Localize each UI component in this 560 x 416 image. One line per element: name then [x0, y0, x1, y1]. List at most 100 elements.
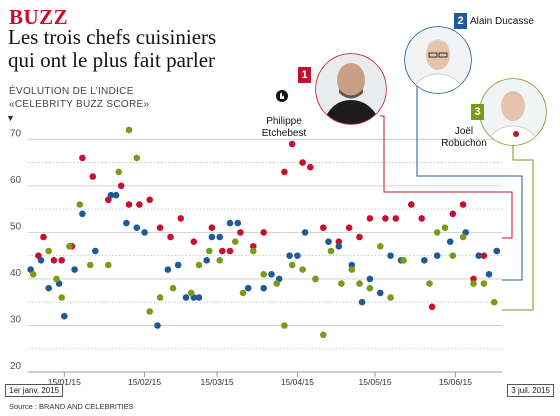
data-point: [418, 215, 426, 222]
data-point: [250, 243, 257, 250]
data-point: [58, 294, 65, 301]
data-point: [79, 154, 86, 162]
data-point: [433, 252, 441, 259]
data-point: [182, 294, 190, 301]
data-point: [208, 233, 216, 241]
y-tick-label: 50: [10, 221, 22, 232]
data-point: [50, 257, 58, 264]
data-point: [79, 210, 86, 218]
y-axis-ticks: 20 30 40 50 60 70: [10, 128, 22, 372]
data-point: [475, 252, 483, 259]
data-point: [141, 229, 148, 236]
data-point: [433, 229, 441, 236]
page-title: Les trois chefs cuisiniers qui ont le pl…: [8, 26, 308, 72]
data-point: [76, 201, 84, 208]
data-point: [216, 233, 223, 241]
data-point: [301, 229, 309, 236]
data-point: [490, 298, 498, 306]
data-point: [45, 247, 52, 255]
data-point: [156, 294, 164, 301]
rank-badge-2: 2: [454, 13, 467, 29]
data-point: [92, 247, 99, 255]
data-point: [449, 252, 457, 259]
chef-name-line: Philippe: [266, 116, 302, 127]
data-point: [167, 233, 174, 241]
subtitle-line-1: Évolution de l’indice: [9, 86, 134, 97]
data-point: [400, 257, 407, 264]
data-point: [29, 271, 37, 278]
data-point: [190, 238, 198, 245]
x-tick-label: 15/06/15: [439, 377, 472, 387]
data-point: [470, 275, 477, 283]
data-point: [133, 154, 141, 162]
x-tick-label: 15/02/15: [128, 377, 161, 387]
data-point: [125, 126, 133, 134]
data-point: [320, 331, 327, 339]
portrait-robuchon: [479, 78, 547, 146]
data-point: [335, 243, 343, 250]
chef-name-line: Robuchon: [441, 138, 487, 149]
data-point: [421, 257, 428, 264]
data-point: [107, 191, 115, 199]
data-point: [86, 261, 94, 269]
data-point: [348, 266, 356, 273]
data-point: [392, 215, 400, 222]
y-tick-label: 70: [10, 128, 22, 139]
data-point: [446, 238, 454, 245]
title-line-2: qui ont le plus fait parler: [8, 48, 216, 72]
data-point: [146, 196, 153, 204]
data-point: [206, 247, 213, 255]
chef-name-ducasse: Alain Ducasse: [470, 16, 550, 28]
data-point: [164, 266, 172, 273]
data-point: [250, 247, 257, 255]
data-point: [288, 261, 296, 269]
data-point: [294, 252, 301, 259]
data-point: [335, 238, 343, 245]
data-point: [366, 215, 374, 222]
data-point: [281, 322, 288, 329]
data-point: [325, 238, 332, 245]
connector-etchebest: [380, 115, 513, 239]
source-note: Source : BRAND AND CELEBRITIES: [9, 402, 134, 411]
data-point: [377, 243, 384, 250]
y-tick-label: 60: [10, 175, 22, 186]
x-tick-label: 15/05/15: [359, 377, 392, 387]
data-point: [89, 173, 97, 180]
x-tick-label: 15/04/15: [281, 377, 314, 387]
data-point: [203, 257, 210, 264]
data-point: [377, 289, 384, 297]
data-point: [58, 257, 65, 264]
data-point: [117, 182, 125, 190]
data-points: [27, 126, 501, 339]
data-point: [260, 229, 268, 236]
data-point: [237, 229, 244, 236]
data-point: [480, 280, 488, 287]
connector-robuchon: [502, 145, 534, 311]
data-point: [133, 224, 141, 231]
data-point: [260, 271, 268, 278]
x-axis-ticks: 15/01/15 15/02/15 15/03/15 15/04/15 15/05/15…: [28, 371, 502, 387]
data-point: [366, 275, 374, 283]
data-point: [358, 298, 366, 306]
data-point: [234, 219, 242, 227]
x-tick-label: 15/01/15: [48, 377, 81, 387]
data-point: [480, 252, 488, 259]
data-point: [105, 261, 112, 269]
data-point: [281, 168, 288, 176]
chef-connectors: [380, 80, 534, 311]
start-date-label: 1er janv. 2015: [5, 384, 64, 397]
data-point: [408, 201, 415, 208]
data-point: [195, 294, 203, 301]
kicker: BUZZ: [9, 5, 69, 29]
data-point: [115, 168, 122, 176]
data-point: [66, 243, 73, 250]
data-point: [239, 289, 247, 297]
data-point: [299, 266, 306, 273]
data-point: [348, 261, 356, 269]
series-philippe-etchebest: [35, 140, 501, 311]
chef-name-etchebest: Philippe Etchebest: [254, 116, 314, 140]
data-point: [146, 308, 153, 315]
data-point: [61, 312, 68, 320]
data-point: [123, 219, 130, 227]
data-point: [320, 224, 327, 231]
